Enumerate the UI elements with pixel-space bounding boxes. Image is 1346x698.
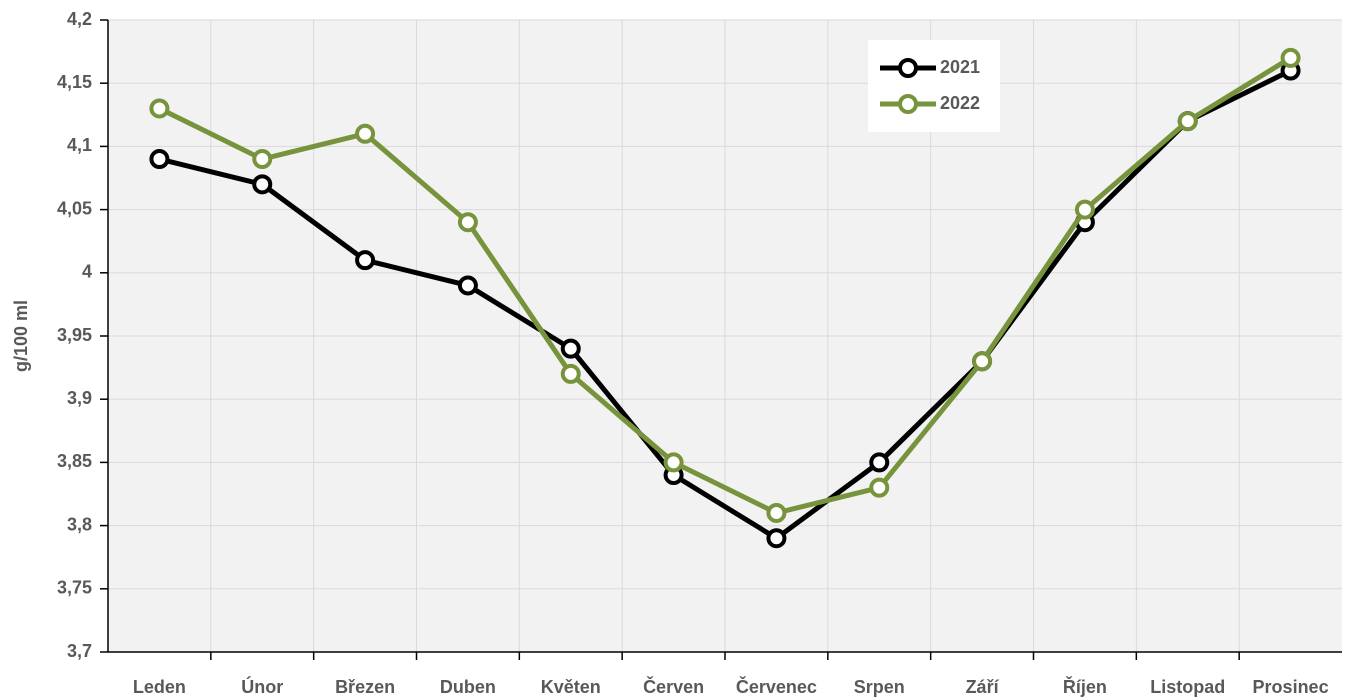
marker (766, 502, 787, 523)
marker (560, 363, 581, 384)
y-tick-label: 3,7 (67, 641, 92, 661)
marker (560, 338, 581, 359)
y-tick-label: 3,8 (67, 514, 92, 534)
marker (355, 123, 376, 144)
y-tick-label: 4,2 (67, 9, 92, 29)
marker (457, 275, 478, 296)
x-tick-label: Leden (133, 677, 186, 697)
legend-label: 2021 (940, 57, 980, 77)
x-tick-label: Květen (541, 677, 601, 697)
x-tick-label: Červen (643, 676, 704, 697)
x-tick-label: Listopad (1150, 677, 1225, 697)
y-axis-label: g/100 ml (11, 300, 31, 372)
marker (149, 149, 170, 170)
marker (1177, 111, 1198, 132)
x-tick-label: Prosinec (1253, 677, 1329, 697)
marker (252, 149, 273, 170)
y-tick-label: 3,85 (57, 451, 92, 471)
y-tick-label: 4 (82, 262, 92, 282)
marker (149, 98, 170, 119)
x-tick-label: Červenec (736, 676, 817, 697)
legend-marker (898, 58, 918, 78)
marker (869, 452, 890, 473)
marker (1280, 47, 1301, 68)
y-tick-label: 4,1 (67, 135, 92, 155)
legend-box (868, 40, 1000, 132)
legend-label: 2022 (940, 93, 980, 113)
marker (457, 212, 478, 233)
x-tick-label: Srpen (854, 677, 905, 697)
x-tick-label: Říjen (1063, 676, 1107, 697)
marker (766, 528, 787, 549)
series-line (158, 55, 1292, 516)
x-tick-label: Září (966, 677, 1000, 697)
marker (252, 174, 273, 195)
y-tick-label: 3,75 (57, 578, 92, 598)
y-tick-label: 3,95 (57, 325, 92, 345)
marker (663, 452, 684, 473)
x-tick-label: Duben (440, 677, 496, 697)
y-tick-label: 4,05 (57, 198, 92, 218)
marker (355, 250, 376, 271)
y-tick-label: 3,9 (67, 388, 92, 408)
legend-marker (898, 94, 918, 114)
marker (869, 477, 890, 498)
marker (972, 351, 993, 372)
marker (1074, 199, 1095, 220)
x-tick-label: Březen (335, 677, 395, 697)
y-tick-label: 4,15 (57, 72, 92, 92)
series-line (158, 68, 1292, 541)
x-tick-label: Únor (241, 676, 283, 697)
